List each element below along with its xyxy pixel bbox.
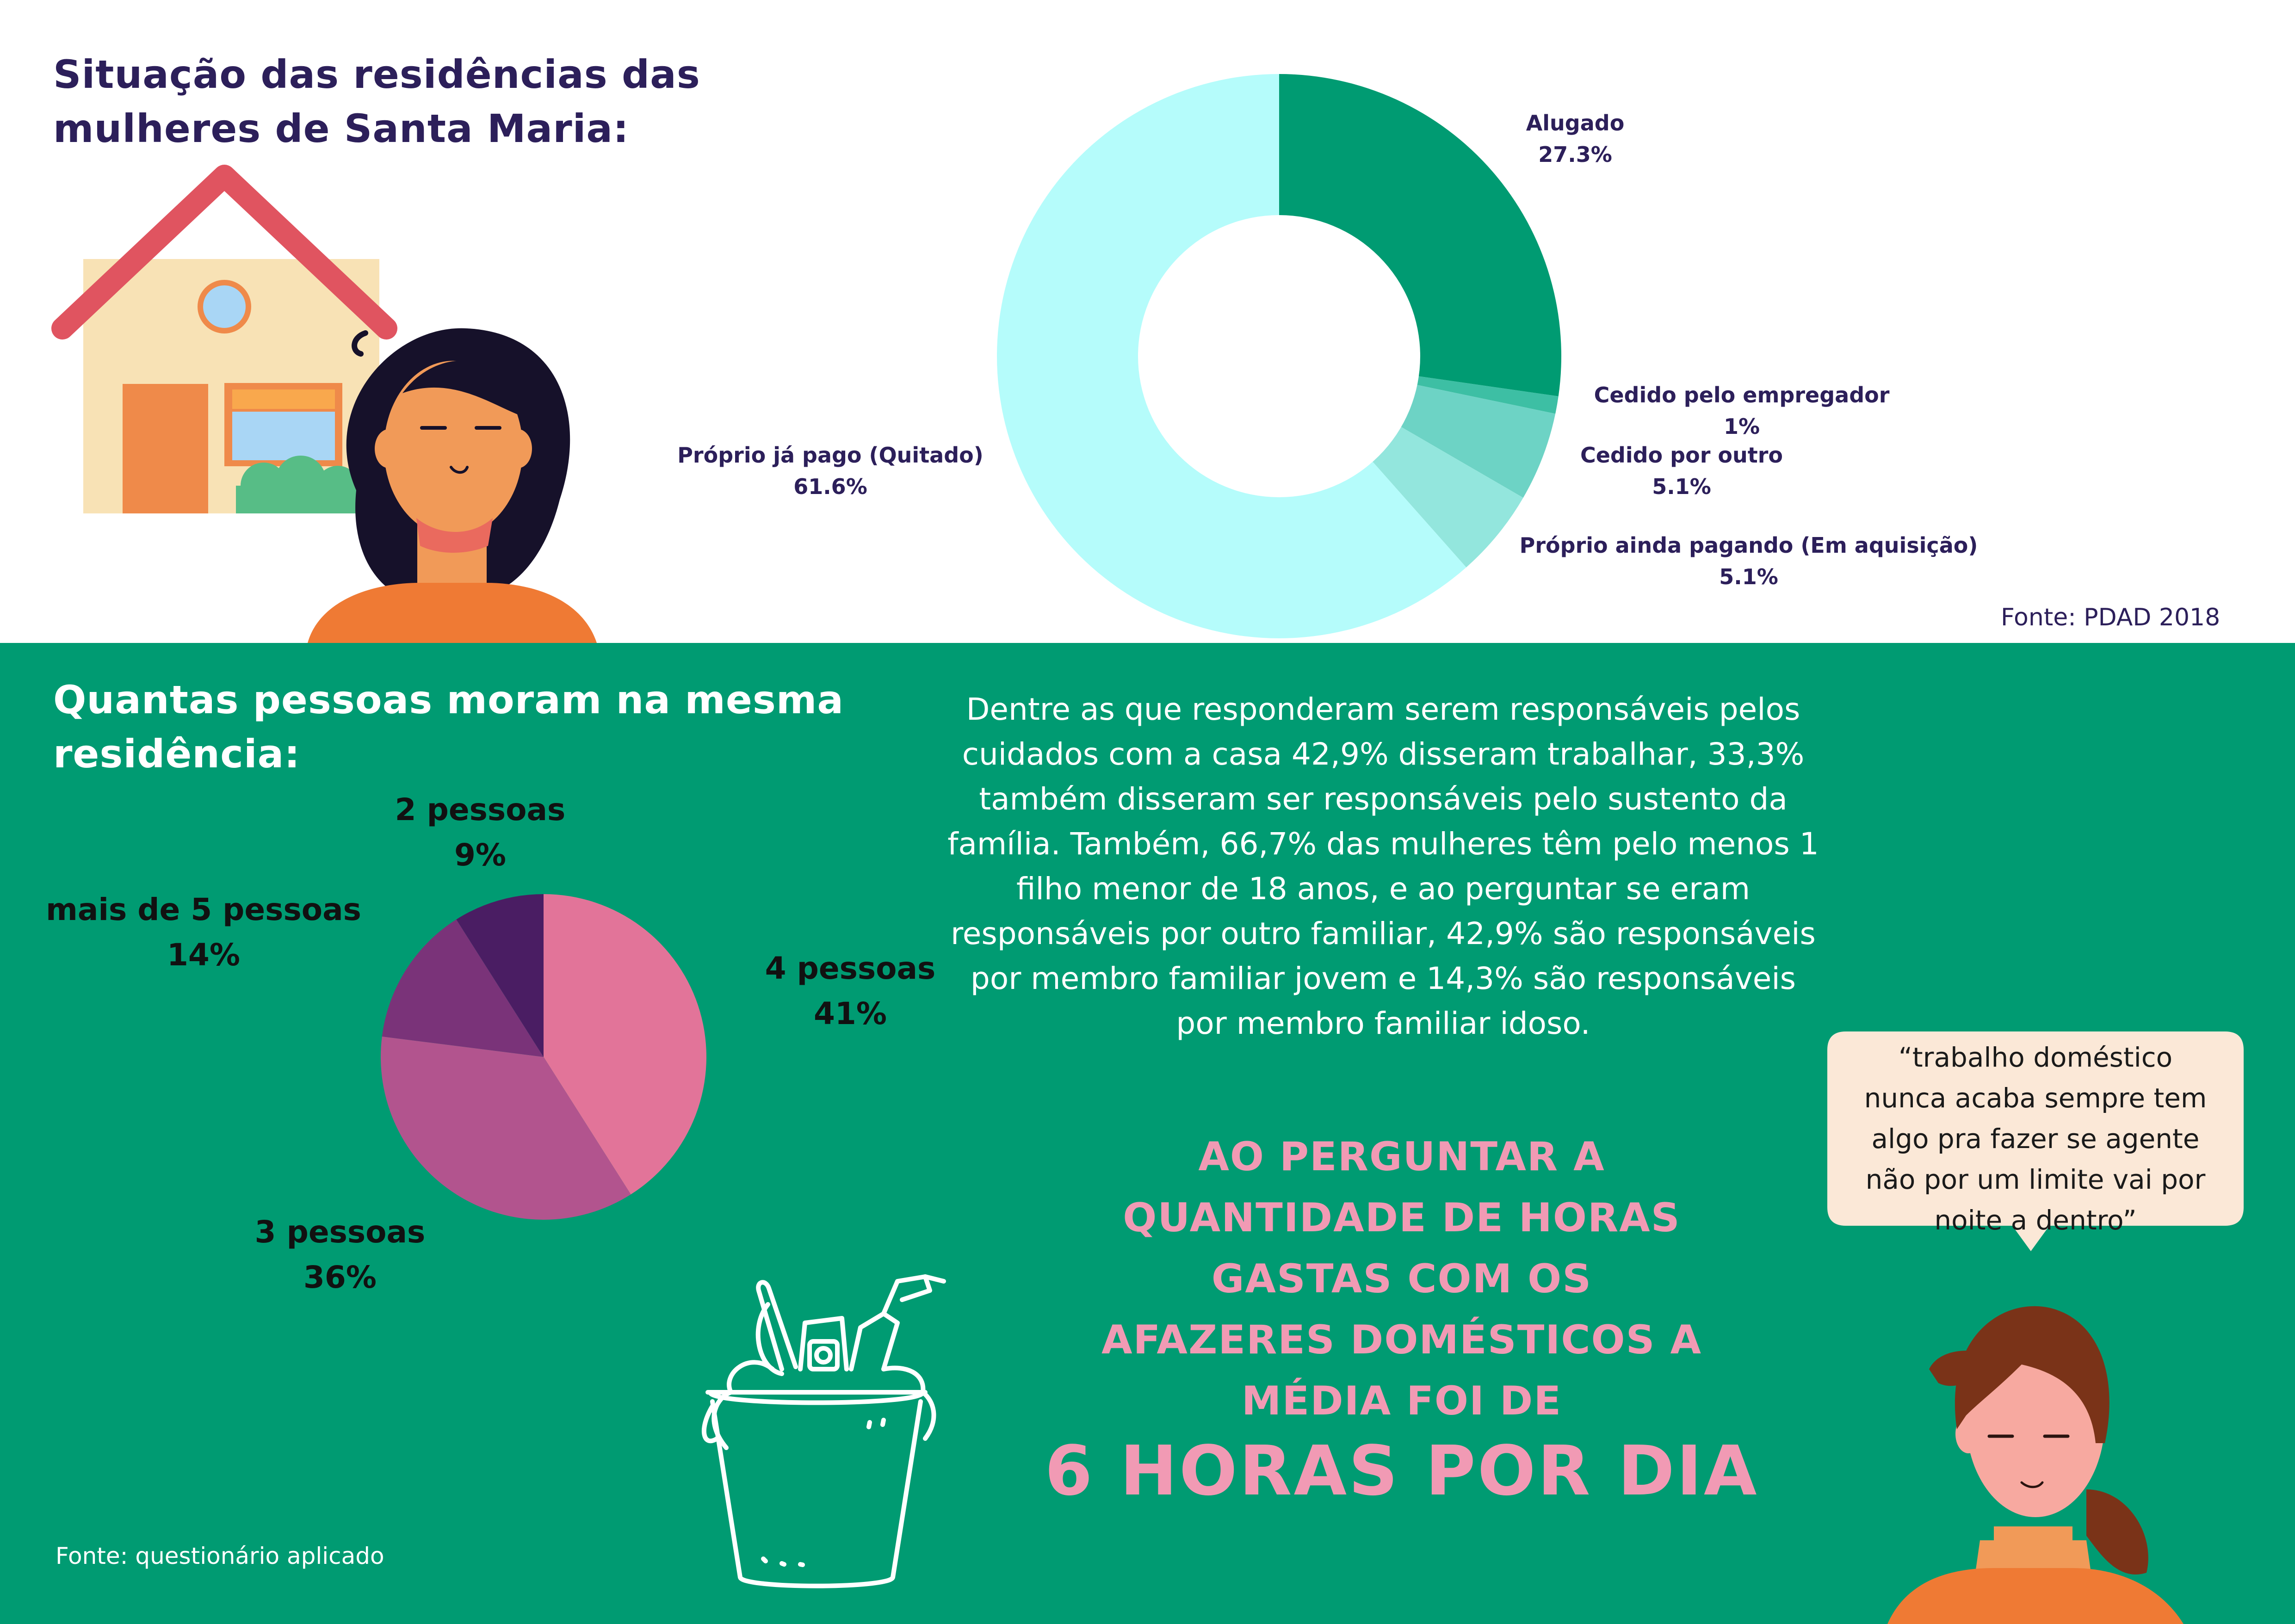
house-icon — [51, 165, 397, 513]
pie-slice-3 — [456, 894, 544, 1057]
pie-label-2-pessoas: 2 pessoas 9% — [395, 792, 566, 873]
speech-bubble — [1827, 1031, 2244, 1251]
info-paragraph: Dentre as que responderam serem responsá… — [947, 692, 1819, 1041]
residence-title: Situação das residências das mulheres de… — [53, 52, 700, 151]
pie-label-3-pessoas: 3 pessoas 36% — [254, 1214, 426, 1295]
pie-slice-0 — [544, 894, 706, 1195]
donut-hole — [1138, 215, 1420, 497]
woman-dark-hair-icon — [308, 328, 597, 643]
residence-section: Situação das residências das mulheres de… — [0, 0, 2295, 643]
pie-label-mais-de-5: mais de 5 pessoas 14% — [46, 892, 361, 973]
hours-value: 6 HORAS POR DIA — [1045, 1431, 1759, 1511]
hours-highlight: AO PERGUNTAR A QUANTIDADE DE HORAS GASTA… — [1101, 1134, 1702, 1424]
cleaning-bucket-icon — [701, 1274, 946, 1588]
woman-brown-hair-icon — [1887, 1306, 2184, 1624]
donut-label-proprio-pagando: Próprio ainda pagando (Em aquisição) 5.1… — [1519, 533, 1978, 589]
household-source: Fonte: questionário aplicado — [56, 1543, 384, 1569]
pie-slices — [381, 894, 706, 1220]
pie-slice-1 — [381, 1036, 631, 1220]
pie-label-4-pessoas: 4 pessoas 41% — [765, 951, 936, 1031]
donut-label-cedido-empregador: Cedido pelo empregador 1% — [1594, 383, 1890, 439]
quote-text: “trabalho doméstico nunca acaba sempre t… — [1864, 1042, 2207, 1236]
household-section: Quantas pessoas moram na mesma residênci… — [0, 643, 2295, 1624]
household-pie-chart — [381, 894, 706, 1220]
donut-label-cedido-outro: Cedido por outro 5.1% — [1580, 443, 1783, 499]
pie-slice-2 — [382, 919, 544, 1057]
donut-label-proprio-quitado: Próprio já pago (Quitado) 61.6% — [677, 443, 984, 499]
residence-source: Fonte: PDAD 2018 — [2001, 604, 2221, 631]
household-title: Quantas pessoas moram na mesma residênci… — [53, 677, 844, 777]
donut-label-alugado: Alugado 27.3% — [1526, 111, 1625, 167]
housing-donut-chart — [997, 74, 1561, 639]
